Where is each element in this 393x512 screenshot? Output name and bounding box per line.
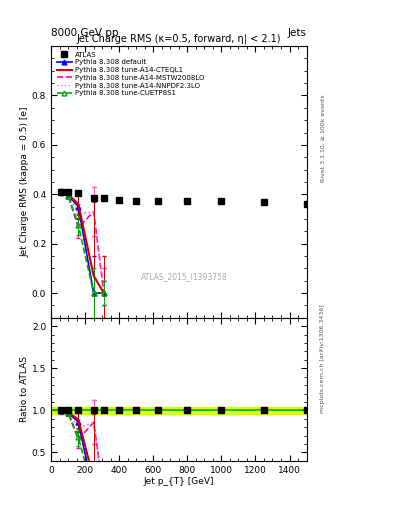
X-axis label: Jet p_{T} [GeV]: Jet p_{T} [GeV] [143, 477, 214, 486]
Bar [51, 407, 307, 414]
Legend: ATLAS, Pythia 8.308 default, Pythia 8.308 tune-A14-CTEQL1, Pythia 8.308 tune-A14: ATLAS, Pythia 8.308 default, Pythia 8.30… [55, 50, 206, 98]
Title: Jet Charge RMS (κ=0.5, forward, η| < 2.1): Jet Charge RMS (κ=0.5, forward, η| < 2.1… [77, 34, 281, 45]
Text: Rivet 3.1.10, ≥ 100k events: Rivet 3.1.10, ≥ 100k events [320, 94, 325, 182]
Text: mcplots.cern.ch [arXiv:1306.3436]: mcplots.cern.ch [arXiv:1306.3436] [320, 304, 325, 413]
Text: Jets: Jets [288, 28, 307, 38]
Text: ATLAS_2015_I1393758: ATLAS_2015_I1393758 [141, 272, 227, 282]
Text: 8000 GeV pp: 8000 GeV pp [51, 28, 119, 38]
Y-axis label: Ratio to ATLAS: Ratio to ATLAS [20, 356, 29, 422]
Y-axis label: Jet Charge RMS (kappa = 0.5) [e]: Jet Charge RMS (kappa = 0.5) [e] [20, 106, 29, 257]
